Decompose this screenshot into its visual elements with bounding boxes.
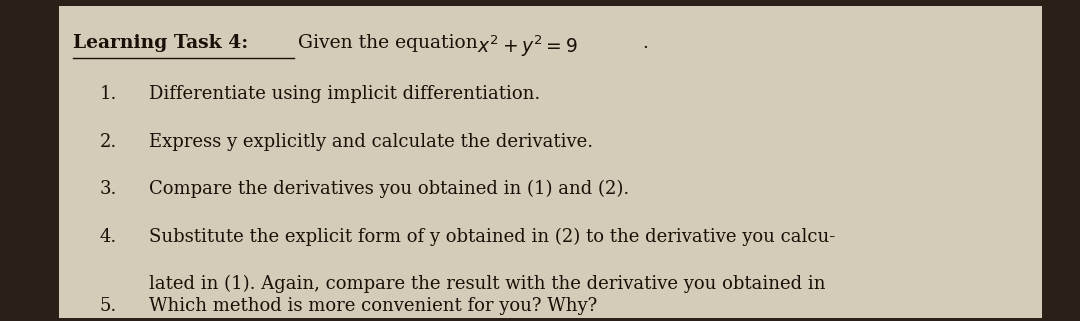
Text: Differentiate using implicit differentiation.: Differentiate using implicit differentia… (149, 85, 540, 103)
Text: Express y explicitly and calculate the derivative.: Express y explicitly and calculate the d… (149, 133, 593, 151)
Text: Compare the derivatives you obtained in (1) and (2).: Compare the derivatives you obtained in … (149, 180, 630, 198)
Text: 5.: 5. (99, 297, 117, 315)
Text: Which method is more convenient for you? Why?: Which method is more convenient for you?… (149, 297, 597, 315)
Text: lated in (1). Again, compare the result with the derivative you obtained in: lated in (1). Again, compare the result … (149, 274, 825, 293)
Text: 4.: 4. (99, 228, 117, 246)
Text: 3.: 3. (99, 180, 117, 198)
Text: .: . (637, 34, 649, 52)
FancyBboxPatch shape (59, 6, 1042, 318)
Text: 1.: 1. (99, 85, 117, 103)
Text: 2.: 2. (99, 133, 117, 151)
Text: $x^2 + y^2 = 9$: $x^2 + y^2 = 9$ (477, 34, 578, 59)
Text: Given the equation: Given the equation (292, 34, 484, 52)
Text: Substitute the explicit form of y obtained in (2) to the derivative you calcu-: Substitute the explicit form of y obtain… (149, 228, 835, 246)
Text: Learning Task 4:: Learning Task 4: (73, 34, 248, 52)
